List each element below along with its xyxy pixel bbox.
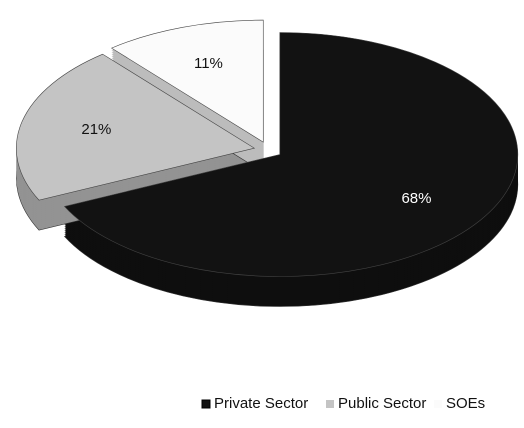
pie-slice — [63, 32, 519, 277]
data-label: 68% — [401, 190, 431, 207]
legend-label: SOEs — [446, 395, 485, 412]
pie-slice — [110, 19, 264, 143]
legend-marker — [201, 399, 211, 409]
data-label: 21% — [81, 121, 111, 138]
legend-label: Public Sector — [338, 395, 426, 412]
legend-marker — [434, 400, 442, 408]
legend-marker — [326, 400, 334, 408]
pie: 68% 21% 11% — [16, 19, 519, 307]
pie-slice — [16, 53, 256, 201]
legend: Private Sector Public Sector SOEs — [201, 395, 485, 412]
data-label: 11% — [194, 55, 223, 72]
legend-label: Private Sector — [214, 395, 308, 412]
